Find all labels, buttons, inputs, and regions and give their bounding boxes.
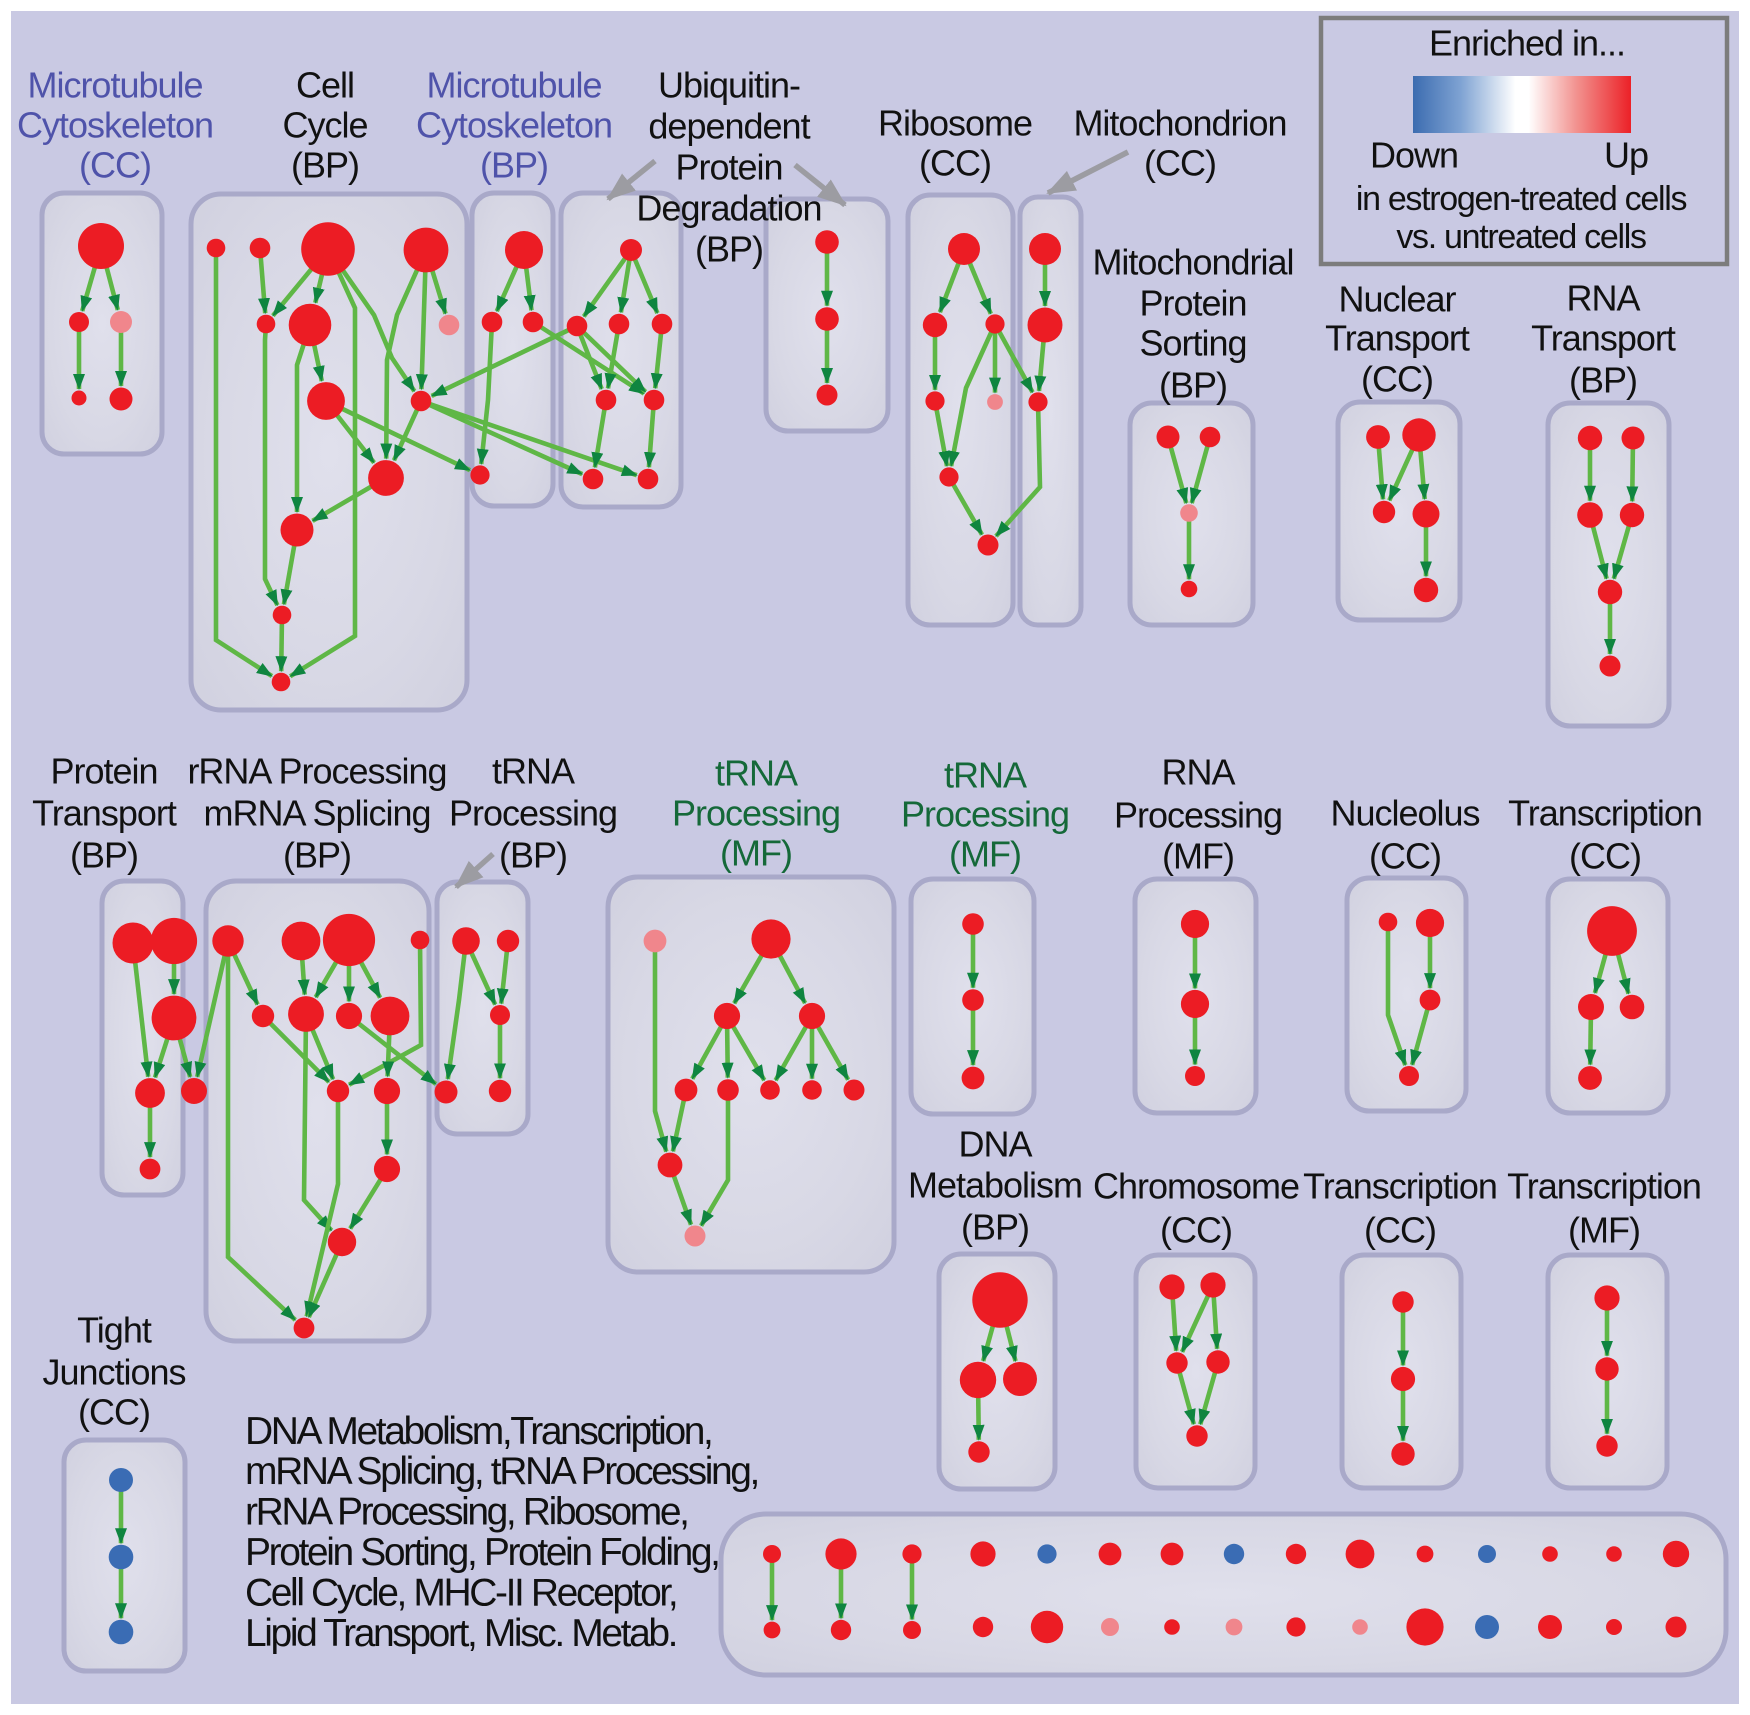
svg-text:(MF): (MF) (1568, 1210, 1640, 1251)
svg-text:mRNA Splicing: mRNA Splicing (203, 793, 430, 834)
svg-text:Protein: Protein (1139, 283, 1246, 324)
svg-text:(MF): (MF) (720, 833, 792, 874)
svg-text:Enriched in...: Enriched in... (1429, 23, 1625, 64)
svg-text:Cytoskeleton: Cytoskeleton (17, 105, 213, 146)
svg-text:Processing: Processing (672, 793, 840, 834)
svg-text:Cell Cycle, MHC-II Receptor,: Cell Cycle, MHC-II Receptor, (245, 1571, 676, 1614)
svg-text:Metabolism: Metabolism (908, 1165, 1082, 1206)
svg-text:(CC): (CC) (1364, 1210, 1436, 1251)
svg-text:Processing: Processing (901, 794, 1069, 835)
svg-text:(BP): (BP) (695, 229, 763, 270)
svg-text:Ubiquitin-: Ubiquitin- (658, 65, 800, 106)
svg-text:(CC): (CC) (1144, 143, 1216, 184)
svg-text:Lipid Transport, Misc. Metab.: Lipid Transport, Misc. Metab. (245, 1612, 676, 1655)
svg-text:Protein: Protein (50, 751, 157, 792)
svg-text:Transport: Transport (1531, 318, 1676, 359)
svg-text:in estrogen-treated cells: in estrogen-treated cells (1356, 180, 1687, 218)
svg-text:Microtubule: Microtubule (426, 65, 601, 106)
svg-text:Processing: Processing (1114, 795, 1282, 836)
svg-text:DNA Metabolism,Transcription,: DNA Metabolism,Transcription, (245, 1410, 711, 1453)
svg-text:tRNA: tRNA (492, 751, 575, 792)
svg-text:Microtubule: Microtubule (27, 65, 202, 106)
svg-text:Sorting: Sorting (1139, 323, 1246, 364)
svg-text:(CC): (CC) (79, 145, 151, 186)
svg-text:Mitochondrial: Mitochondrial (1092, 242, 1293, 283)
svg-text:(CC): (CC) (1569, 836, 1641, 877)
svg-text:Nuclear: Nuclear (1338, 279, 1456, 320)
svg-text:(BP): (BP) (961, 1207, 1029, 1248)
svg-text:Protein Sorting, Protein Foldi: Protein Sorting, Protein Folding, (245, 1531, 719, 1574)
svg-text:Transcription: Transcription (1507, 1166, 1701, 1207)
svg-text:(BP): (BP) (70, 835, 138, 876)
svg-text:Cytoskeleton: Cytoskeleton (416, 105, 612, 146)
svg-text:RNA: RNA (1161, 752, 1235, 793)
svg-text:Transport: Transport (32, 793, 177, 834)
svg-text:Cycle: Cycle (282, 105, 367, 146)
svg-text:tRNA: tRNA (944, 755, 1027, 796)
svg-text:(CC): (CC) (78, 1392, 150, 1433)
svg-text:Transcription: Transcription (1508, 793, 1702, 834)
svg-text:DNA: DNA (958, 1124, 1032, 1165)
svg-text:Processing: Processing (449, 793, 617, 834)
svg-text:(BP): (BP) (283, 835, 351, 876)
svg-text:(CC): (CC) (1160, 1210, 1232, 1251)
svg-text:Protein: Protein (675, 147, 782, 188)
svg-text:(BP): (BP) (291, 145, 359, 186)
svg-text:Transport: Transport (1325, 318, 1470, 359)
svg-text:(BP): (BP) (480, 145, 548, 186)
svg-text:Tight: Tight (77, 1310, 152, 1351)
svg-text:(CC): (CC) (1361, 359, 1433, 400)
svg-text:(BP): (BP) (499, 835, 567, 876)
svg-text:rRNA Processing, Ribosome,: rRNA Processing, Ribosome, (245, 1491, 688, 1534)
svg-text:(BP): (BP) (1159, 365, 1227, 406)
svg-text:Chromosome: Chromosome (1093, 1166, 1299, 1207)
svg-text:RNA: RNA (1566, 278, 1640, 319)
svg-text:dependent: dependent (648, 106, 810, 147)
svg-text:(BP): (BP) (1569, 360, 1637, 401)
svg-text:Ribosome: Ribosome (878, 103, 1032, 144)
svg-text:(CC): (CC) (1369, 836, 1441, 877)
svg-text:Cell: Cell (296, 65, 354, 106)
svg-text:Junctions: Junctions (42, 1352, 185, 1393)
svg-text:Nucleolus: Nucleolus (1330, 793, 1479, 834)
svg-text:Up: Up (1604, 135, 1648, 176)
svg-text:Mitochondrion: Mitochondrion (1073, 103, 1286, 144)
svg-text:mRNA Splicing, tRNA Processing: mRNA Splicing, tRNA Processing, (245, 1450, 758, 1493)
svg-text:Degradation: Degradation (636, 188, 821, 229)
svg-text:vs. untreated cells: vs. untreated cells (1396, 218, 1646, 256)
svg-text:tRNA: tRNA (715, 753, 798, 794)
svg-text:Transcription: Transcription (1303, 1166, 1497, 1207)
svg-text:(MF): (MF) (949, 834, 1021, 875)
svg-text:(MF): (MF) (1162, 836, 1234, 877)
svg-text:(CC): (CC) (919, 143, 991, 184)
svg-text:Down: Down (1370, 135, 1458, 176)
svg-text:rRNA Processing: rRNA Processing (187, 751, 446, 792)
